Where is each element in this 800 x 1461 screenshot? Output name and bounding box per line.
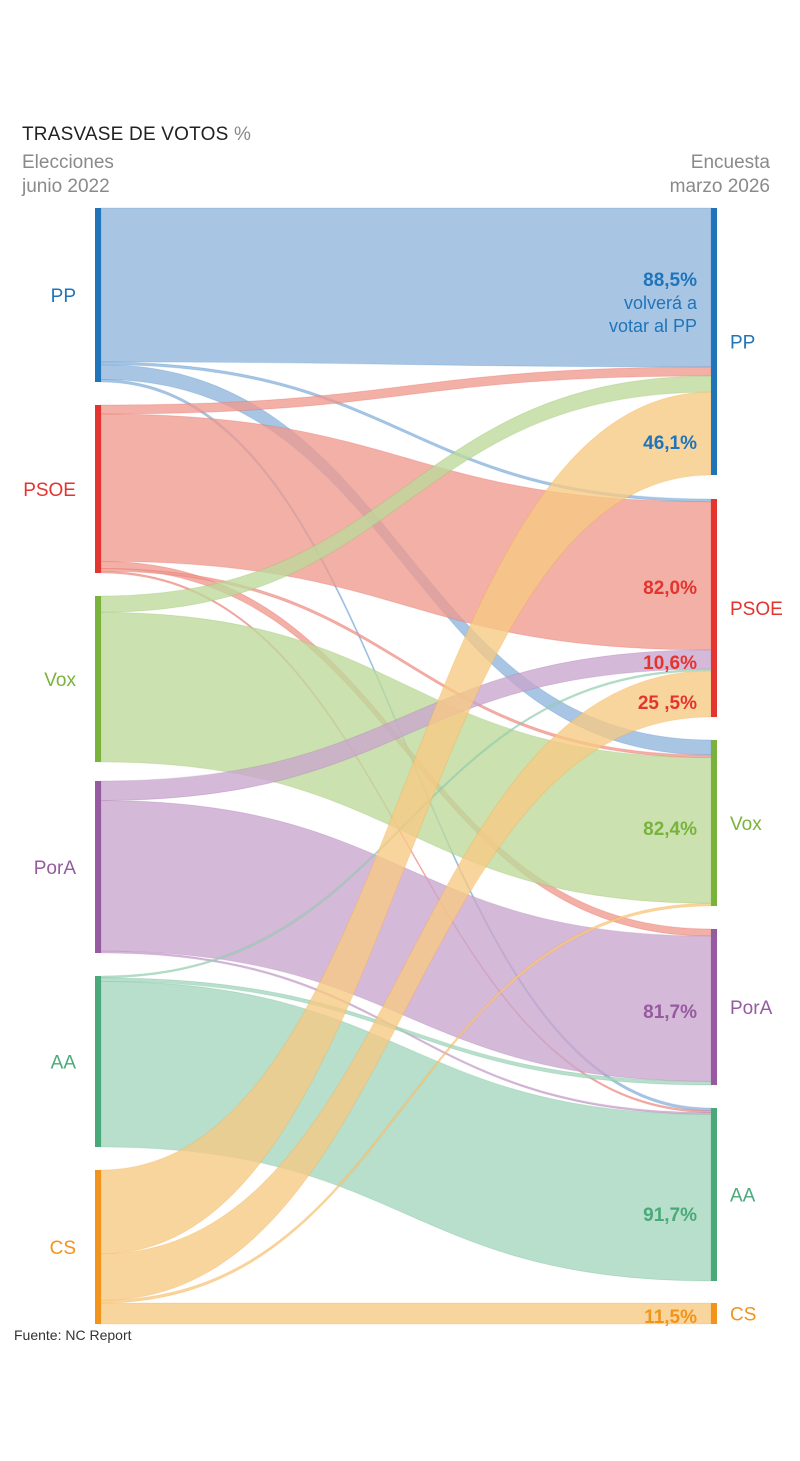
- left-node-aa: [95, 976, 101, 1147]
- value-label-line: 88,5%: [643, 270, 697, 291]
- value-label-line: votar al PP: [609, 316, 697, 336]
- right-node-label-pp: PP: [730, 333, 755, 354]
- value-label-line: 81,7%: [643, 1002, 697, 1023]
- right-node-label-pora: PorA: [730, 998, 773, 1019]
- right-column-title: Encuesta marzo 2026: [669, 152, 770, 197]
- value-label-line: 46,1%: [643, 433, 697, 454]
- flow-cs-to-cs: [100, 1302, 712, 1325]
- left-node-label-pora: PorA: [34, 858, 77, 879]
- value-label-line: 82,4%: [643, 819, 697, 840]
- chart-title: TRASVASE DE VOTOS %: [22, 124, 252, 145]
- flow-pp-to-pp: [100, 207, 712, 368]
- right-node-label-vox: Vox: [730, 814, 762, 835]
- right-node-vox: [711, 740, 717, 906]
- value-label-psoe: 82,0%: [643, 578, 697, 599]
- left-node-label-vox: Vox: [44, 670, 76, 691]
- left-node-vox: [95, 596, 101, 762]
- right-node-label-aa: AA: [730, 1186, 756, 1207]
- value-label-line: 91,7%: [643, 1205, 697, 1226]
- left-node-pora: [95, 781, 101, 953]
- right-node-label-psoe: PSOE: [730, 599, 783, 620]
- left-node-psoe: [95, 405, 101, 573]
- right-node-cs: [711, 1303, 717, 1324]
- value-label-line: 10,6%: [643, 653, 697, 674]
- left-node-label-psoe: PSOE: [23, 480, 76, 501]
- value-label-pora: 81,7%: [643, 1002, 697, 1023]
- value-label-psoe: 25 ,5%: [638, 693, 697, 714]
- value-label-pp: 46,1%: [643, 433, 697, 454]
- value-label-pp: 88,5% volverá a votar al PP: [609, 270, 698, 336]
- value-label-line: 82,0%: [643, 578, 697, 599]
- value-label-aa: 91,7%: [643, 1205, 697, 1226]
- value-label-line: 25 ,5%: [638, 693, 697, 714]
- right-node-psoe: [711, 499, 717, 717]
- left-node-label-pp: PP: [51, 286, 76, 307]
- value-label-vox: 82,4%: [643, 819, 697, 840]
- left-column-title: Elecciones junio 2022: [22, 152, 114, 197]
- right-node-aa: [711, 1108, 717, 1281]
- right-node-pora: [711, 929, 717, 1085]
- right-node-pp: [711, 208, 717, 475]
- value-label-line: volverá a: [624, 293, 698, 313]
- source-note: Fuente: NC Report: [14, 1327, 132, 1343]
- value-label-line: 11,5%: [644, 1307, 697, 1328]
- left-node-pp: [95, 208, 101, 382]
- left-node-label-aa: AA: [51, 1053, 77, 1074]
- value-label-psoe: 10,6%: [643, 653, 697, 674]
- value-label-cs: 11,5%: [644, 1307, 697, 1328]
- left-node-label-cs: CS: [50, 1238, 76, 1259]
- left-node-cs: [95, 1170, 101, 1324]
- right-node-label-cs: CS: [730, 1305, 756, 1326]
